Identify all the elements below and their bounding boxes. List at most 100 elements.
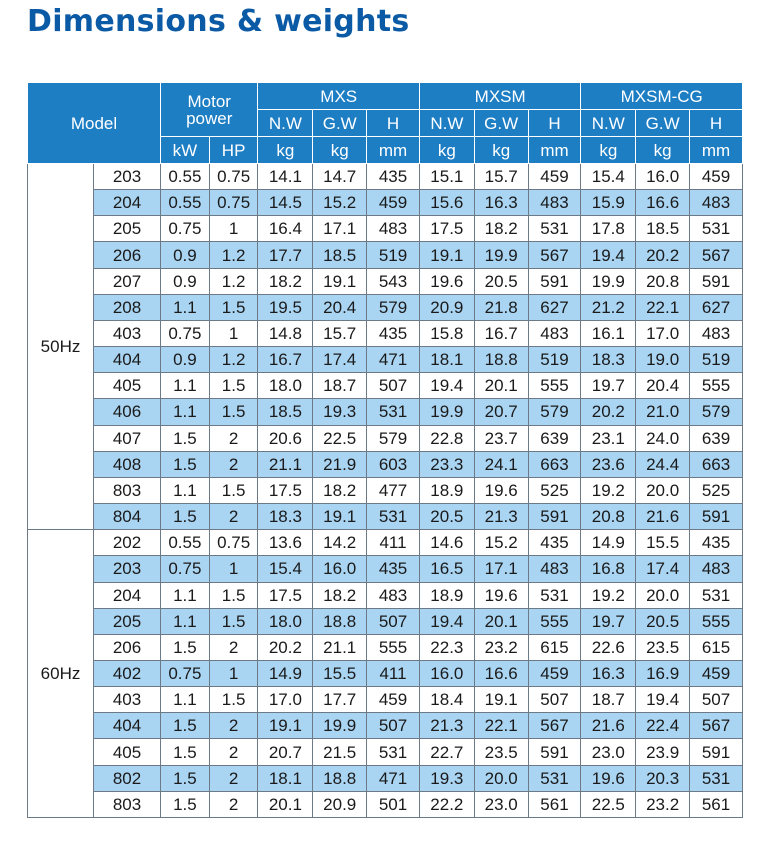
table-row: 804 1.5 2 18.3 19.1 531 20.5 21.3 591 20.8 21.6 591	[28, 503, 743, 531]
value-cell: 20.1	[473, 607, 529, 635]
group-header-mxsm-cg: MXSM-CG	[580, 82, 743, 110]
value-cell: 21.3	[418, 712, 475, 740]
value-cell: 435	[527, 529, 582, 557]
value-cell: 1.5	[208, 293, 259, 321]
value-cell: 459	[527, 162, 582, 191]
value-cell: 1.5	[208, 581, 259, 609]
value-cell: 20.5	[473, 267, 529, 295]
value-cell: 17.4	[312, 346, 368, 374]
value-cell: 22.7	[418, 738, 475, 766]
unit-header-kg: kg	[473, 136, 529, 164]
value-cell: 21.5	[312, 738, 368, 766]
unit-header-hp: HP	[208, 136, 259, 164]
value-cell: 15.2	[312, 189, 368, 217]
value-cell: 21.8	[473, 293, 529, 321]
value-cell: 17.5	[257, 581, 314, 609]
unit-header-kg: kg	[312, 136, 368, 164]
value-cell: 20.7	[473, 398, 529, 426]
table-row: 205 1.1 1.5 18.0 18.8 507 19.4 20.1 555 19.7 20.5 5…	[28, 607, 743, 635]
table-row: 802 1.5 2 18.1 18.8 471 19.3 20.0 531 19.6 20.3 531	[28, 764, 743, 792]
value-cell: 483	[366, 581, 420, 609]
value-cell: 2	[208, 424, 259, 452]
table-row: 203 0.75 1 15.4 16.0 435 16.5 17.1 483 16.8 17.4 48…	[28, 555, 743, 583]
value-cell: 20.9	[418, 293, 475, 321]
value-cell: 531	[689, 764, 743, 792]
value-cell: 561	[689, 790, 743, 819]
value-cell: 16.8	[580, 555, 637, 583]
table-row: 206 0.9 1.2 17.7 18.5 519 19.1 19.9 567 19.4 20.2 5…	[28, 241, 743, 269]
value-cell: 579	[366, 424, 420, 452]
value-cell: 17.1	[473, 555, 529, 583]
value-cell: 22.3	[418, 633, 475, 661]
value-cell: 22.5	[580, 790, 637, 819]
model-cell: 405	[92, 738, 162, 766]
value-cell: 2	[208, 450, 259, 478]
value-cell: 24.0	[635, 424, 691, 452]
value-cell: 561	[527, 790, 582, 819]
value-cell: 19.1	[473, 686, 529, 714]
value-cell: 555	[689, 607, 743, 635]
model-cell: 403	[92, 686, 162, 714]
sub-header-gw: G.W	[312, 109, 368, 137]
value-cell: 20.4	[312, 293, 368, 321]
value-cell: 591	[527, 503, 582, 531]
value-cell: 501	[366, 790, 420, 819]
value-cell: 20.2	[257, 633, 314, 661]
value-cell: 13.6	[257, 529, 314, 557]
value-cell: 19.6	[580, 764, 637, 792]
value-cell: 15.4	[580, 162, 637, 191]
value-cell: 1.1	[160, 581, 210, 609]
value-cell: 2	[208, 712, 259, 740]
value-cell: 17.7	[257, 241, 314, 269]
value-cell: 15.4	[257, 555, 314, 583]
sub-header-gw: G.W	[473, 109, 529, 137]
table-row: 206 1.5 2 20.2 21.1 555 22.3 23.2 615 22.6 23.5 615	[28, 633, 743, 661]
value-cell: 0.75	[208, 189, 259, 217]
model-cell: 407	[92, 424, 162, 452]
value-cell: 2	[208, 738, 259, 766]
value-cell: 531	[366, 398, 420, 426]
value-cell: 22.2	[418, 790, 475, 819]
value-cell: 16.4	[257, 215, 314, 243]
value-cell: 17.7	[312, 686, 368, 714]
value-cell: 1.5	[160, 790, 210, 819]
value-cell: 23.7	[473, 424, 529, 452]
value-cell: 507	[689, 686, 743, 714]
value-cell: 20.0	[635, 476, 691, 505]
value-cell: 19.3	[418, 764, 475, 792]
value-cell: 18.1	[418, 346, 475, 374]
motor-power-header: Motor power	[160, 82, 259, 137]
value-cell: 1.5	[208, 476, 259, 505]
value-cell: 20.3	[635, 764, 691, 792]
value-cell: 0.75	[160, 555, 210, 583]
value-cell: 627	[689, 293, 743, 321]
value-cell: 0.75	[208, 162, 259, 191]
value-cell: 579	[366, 293, 420, 321]
value-cell: 22.1	[635, 293, 691, 321]
value-cell: 16.5	[418, 555, 475, 583]
value-cell: 18.0	[257, 372, 314, 400]
value-cell: 1.5	[208, 398, 259, 426]
model-cell: 204	[92, 581, 162, 609]
sub-header-nw: N.W	[257, 109, 314, 137]
table-row: 204 0.55 0.75 14.5 15.2 459 15.6 16.3 483 15.9 16.…	[28, 189, 743, 217]
value-cell: 21.1	[312, 633, 368, 661]
value-cell: 19.5	[257, 293, 314, 321]
value-cell: 18.0	[257, 607, 314, 635]
value-cell: 507	[366, 607, 420, 635]
value-cell: 459	[366, 189, 420, 217]
value-cell: 15.1	[418, 162, 475, 191]
table-body: 50Hz 203 0.55 0.75 14.1 14.7 435 15.1 15.7 459 15.…	[27, 162, 743, 819]
value-cell: 531	[527, 764, 582, 792]
value-cell: 17.0	[257, 686, 314, 714]
value-cell: 18.5	[635, 215, 691, 243]
value-cell: 1.5	[160, 764, 210, 792]
value-cell: 19.1	[257, 712, 314, 740]
model-cell: 404	[92, 346, 162, 374]
table-row: 407 1.5 2 20.6 22.5 579 22.8 23.7 639 23.1 24.0 639	[28, 424, 743, 452]
model-cell: 205	[92, 607, 162, 635]
value-cell: 15.2	[473, 529, 529, 557]
value-cell: 18.2	[473, 215, 529, 243]
value-cell: 0.9	[160, 267, 210, 295]
value-cell: 615	[527, 633, 582, 661]
